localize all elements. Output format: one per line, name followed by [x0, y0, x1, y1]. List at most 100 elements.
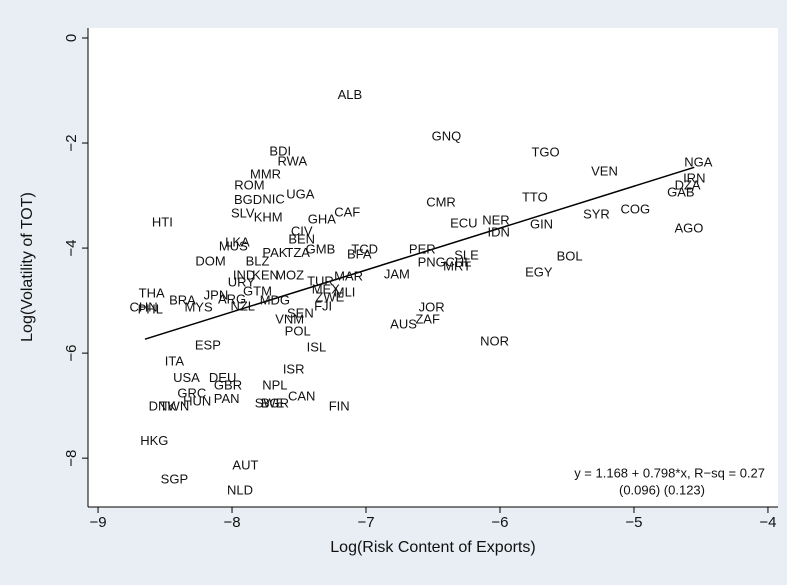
point-label: MRT: [443, 258, 471, 273]
annotation: y = 1.168 + 0.798*x, R−sq = 0.27: [574, 465, 765, 480]
point-label: AGO: [674, 221, 703, 236]
point-label: IDN: [487, 224, 509, 239]
point-label: BGD: [234, 192, 262, 207]
point-label: LKA: [225, 234, 250, 249]
point-label: PNG: [418, 255, 446, 270]
point-label: PER: [409, 242, 436, 257]
point-label: BRA: [169, 293, 196, 308]
point-label: JOR: [419, 299, 445, 314]
point-label: PHL: [138, 301, 163, 316]
point-label: TCD: [351, 242, 378, 257]
point-label: PAN: [214, 391, 240, 406]
point-label: BEN: [288, 232, 315, 247]
point-label: BLZ: [246, 254, 270, 269]
point-label: GNQ: [432, 129, 462, 144]
point-label: COG: [620, 202, 650, 217]
point-label: AUT: [232, 457, 258, 472]
point-label: GTM: [243, 284, 272, 299]
point-label: FIN: [329, 399, 350, 414]
point-label: MUS: [219, 238, 248, 253]
point-label: GMB: [306, 242, 336, 257]
point-label: MDG: [260, 293, 290, 308]
y-tick-label: 0: [63, 34, 80, 42]
point-label: KEN: [252, 267, 279, 282]
point-label: BGR: [261, 395, 289, 410]
point-label: IRN: [683, 171, 705, 186]
point-label: MAR: [334, 268, 363, 283]
x-tick-label: −6: [491, 514, 508, 531]
point-label: ZWE: [315, 289, 344, 304]
point-label: CHN: [130, 299, 158, 314]
point-label: ISR: [283, 361, 305, 376]
point-label: GBR: [214, 378, 242, 393]
point-label: ITA: [165, 353, 185, 368]
x-tick-label: −8: [223, 514, 240, 531]
point-label: MOZ: [275, 267, 304, 282]
y-tick-label: −8: [63, 450, 80, 467]
point-label: NLD: [227, 483, 253, 498]
point-label: NGA: [684, 154, 713, 169]
point-label: TTO: [522, 190, 548, 205]
x-axis-title: Log(Risk Content of Exports): [330, 539, 535, 556]
point-label: THA: [139, 286, 165, 301]
point-label: ESP: [195, 338, 221, 353]
point-label: ARG: [218, 292, 246, 307]
y-tick-label: −6: [63, 345, 80, 362]
point-label: VEN: [591, 163, 618, 178]
point-label: RWA: [278, 153, 308, 168]
point-label: AUS: [390, 317, 417, 332]
point-label: GAB: [667, 184, 694, 199]
point-label: BOL: [557, 248, 583, 263]
point-label: PAK: [262, 245, 287, 260]
point-label: GRC: [177, 386, 206, 401]
point-label: ALB: [338, 87, 363, 102]
point-label: DNK: [149, 399, 177, 414]
point-label: MEX: [312, 282, 341, 297]
y-tick-label: −2: [63, 134, 80, 151]
point-label: DZA: [675, 178, 701, 193]
point-label: URY: [228, 275, 256, 290]
point-label: NPL: [262, 378, 287, 393]
point-label: SLE: [454, 247, 479, 262]
point-label: HUN: [183, 393, 211, 408]
y-axis-title: Log(Volatility of TOT): [19, 192, 36, 342]
point-label: ECU: [450, 215, 477, 230]
point-label: CIV: [291, 224, 313, 239]
x-tick-label: −5: [625, 514, 642, 531]
point-label: NER: [482, 213, 509, 228]
point-label: NIC: [262, 192, 284, 207]
point-label: MYS: [184, 299, 213, 314]
x-tick-label: −9: [89, 514, 106, 531]
point-label: HTI: [152, 214, 173, 229]
point-label: HKG: [140, 433, 168, 448]
point-label: GIN: [530, 216, 553, 231]
point-label: IND: [233, 267, 255, 282]
point-label: FJI: [314, 298, 332, 313]
point-label: VNM: [275, 311, 304, 326]
point-label: CAN: [288, 389, 315, 404]
point-label: SEN: [287, 306, 314, 321]
point-label: SLV: [231, 205, 255, 220]
point-label: USA: [173, 370, 200, 385]
point-label: NZL: [230, 298, 255, 313]
point-label: SYR: [583, 206, 610, 221]
point-label: UGA: [286, 186, 315, 201]
point-label: TZA: [285, 245, 310, 260]
point-label: BDI: [269, 143, 291, 158]
point-label: DEU: [209, 370, 236, 385]
point-label: KHM: [254, 210, 283, 225]
point-label: NOR: [480, 334, 509, 349]
point-label: TWN: [160, 399, 190, 414]
point-label: MLI: [334, 285, 356, 300]
point-label: JPN: [204, 287, 229, 302]
point-label: MMR: [250, 166, 281, 181]
x-tick-label: −7: [357, 514, 374, 531]
point-label: JAM: [384, 266, 410, 281]
point-label: CMR: [426, 194, 456, 209]
point-label: TUR: [307, 274, 334, 289]
annotation: (0.096) (0.123): [619, 482, 705, 497]
y-tick-label: −4: [63, 240, 80, 257]
point-label: TGO: [531, 144, 559, 159]
